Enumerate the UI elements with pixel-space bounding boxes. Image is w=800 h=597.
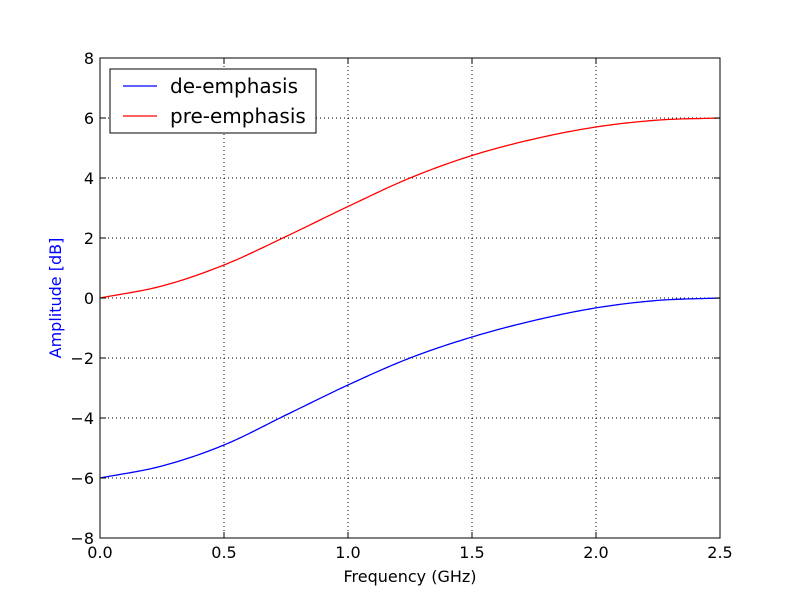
axis-ticks: 0.0 0.5 1.0 1.5 2.0 2.5 −8 −6 −4 −2 0 2 4 6 8 — [70, 49, 732, 562]
x-tick-label: 1.5 — [459, 543, 484, 562]
x-tick-label: 0.5 — [211, 543, 236, 562]
x-tick-label: 2.0 — [583, 543, 608, 562]
series-line-de-emphasis — [99, 297, 721, 479]
legend-label-pre-emphasis: pre-emphasis — [170, 104, 306, 128]
y-tick-label: 4 — [84, 169, 94, 188]
legend: de-emphasis pre-emphasis — [109, 68, 317, 134]
y-tick-label: −2 — [70, 349, 94, 368]
legend-label-de-emphasis: de-emphasis — [170, 74, 298, 98]
x-tick-label: 0.0 — [87, 543, 112, 562]
x-axis-title: Frequency (GHz) — [343, 567, 476, 586]
y-tick-label: 6 — [84, 109, 94, 128]
y-axis-title: Amplitude [dB] — [46, 238, 65, 359]
y-tick-label: −8 — [70, 529, 94, 548]
x-tick-label: 1.0 — [335, 543, 360, 562]
y-tick-label: −4 — [70, 409, 94, 428]
y-tick-label: 2 — [84, 229, 94, 248]
series-line-pre-emphasis — [99, 117, 721, 299]
y-tick-label: −6 — [70, 469, 94, 488]
x-tick-label: 2.5 — [707, 543, 732, 562]
series-lines — [99, 117, 721, 479]
y-tick-label: 8 — [84, 49, 94, 68]
y-tick-label: 0 — [84, 289, 94, 308]
legend-box — [109, 68, 317, 134]
